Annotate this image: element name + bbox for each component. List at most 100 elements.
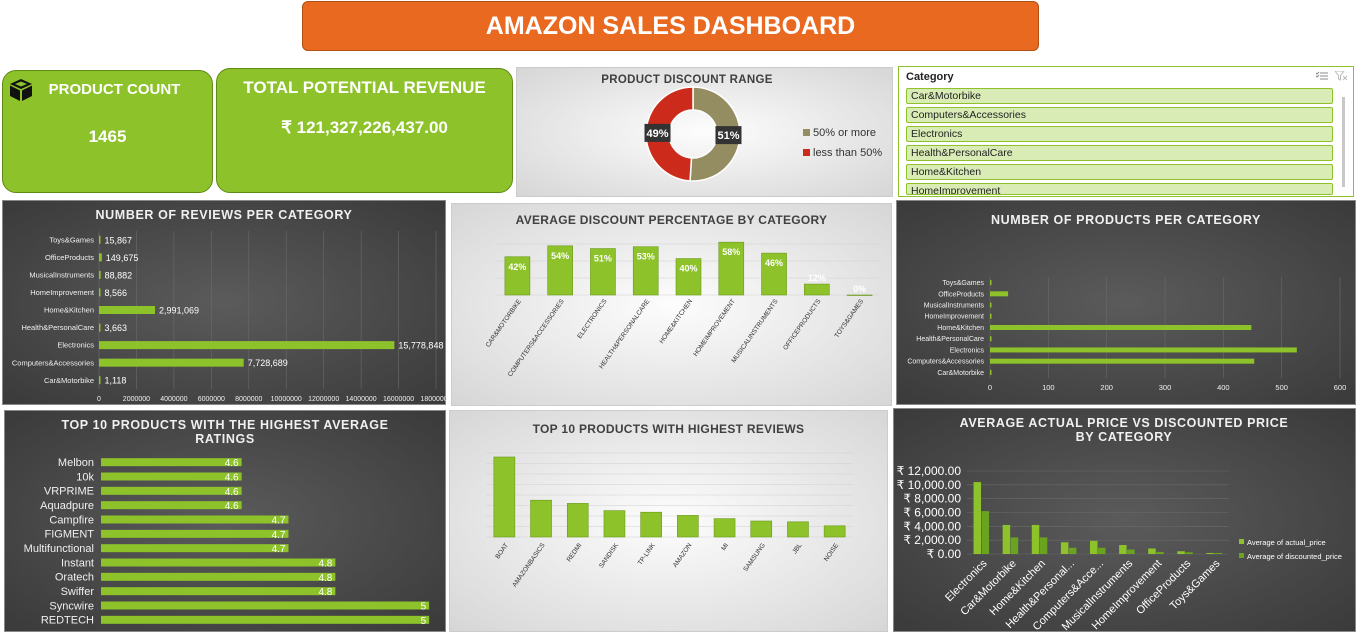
- bar: [101, 472, 242, 481]
- tick-label: ₹ 6,000.00: [903, 506, 961, 520]
- category-label: Electronics: [57, 341, 94, 350]
- reviews-per-category-panel: NUMBER OF REVIEWS PER CATEGORY Toys&Game…: [2, 200, 447, 405]
- slicer-item-electronics[interactable]: Electronics: [906, 126, 1333, 142]
- products-per-category-chart: Toys&Games OfficeProducts MusicalInstrumen…: [907, 277, 1346, 392]
- category-label: Campfire: [49, 514, 94, 526]
- tick-label: ₹ 10,000.00: [897, 478, 962, 492]
- bar: [990, 302, 992, 308]
- category-label: Toys&Games: [942, 280, 984, 287]
- product-count-card: PRODUCT COUNT 1465: [2, 70, 213, 193]
- bar: [1185, 552, 1193, 554]
- category-label: MusicalInstruments: [924, 303, 985, 310]
- tick-label: 2000000: [123, 396, 150, 403]
- category-slicer: Category Car&Motorbike Computers&Accesso…: [898, 66, 1354, 197]
- tick-label: 100: [1042, 383, 1055, 392]
- avg-discount-panel: AVERAGE DISCOUNT PERCENTAGE BY CATEGORY …: [451, 203, 892, 406]
- tick-label: ₹ 8,000.00: [903, 492, 961, 506]
- data-label: 2,991,069: [159, 306, 199, 316]
- slicer-item-home-kitchen[interactable]: Home&Kitchen: [906, 164, 1333, 180]
- bar: [504, 256, 531, 296]
- chart-title: TOP 10 PRODUCTS WITH HIGHEST REVIEWS: [532, 422, 805, 436]
- category-label: CAR&MOTORBIKE: [485, 298, 524, 349]
- bar: [1148, 548, 1156, 554]
- data-label: 40%: [679, 264, 697, 274]
- legend-entry: 50% or more: [813, 127, 876, 139]
- data-label: 3,663: [105, 323, 128, 333]
- product-count-label: PRODUCT COUNT: [48, 81, 181, 98]
- category-label: HOME&KITCHEN: [658, 298, 694, 345]
- category-label: Melbon: [58, 457, 94, 469]
- bar: [787, 521, 809, 538]
- chart-title: AVERAGE DISCOUNT PERCENTAGE BY CATEGORY: [515, 213, 828, 227]
- bar: [1031, 524, 1040, 554]
- slicer-item-health-personalcare[interactable]: Health&PersonalCare: [906, 145, 1333, 161]
- category-label: AMAZONBASICS: [511, 542, 547, 589]
- chart-title: NUMBER OF REVIEWS PER CATEGORY: [95, 208, 353, 222]
- bar: [823, 525, 846, 538]
- data-label: 51%: [594, 254, 612, 264]
- category-label: HEALTH&PERSONALCARE: [598, 298, 652, 371]
- category-label: JBL: [791, 542, 803, 556]
- bar: [101, 458, 242, 467]
- discount-range-chart: 51% 49% 50% or more less than 50%: [644, 86, 882, 182]
- category-label: Electronics: [950, 347, 985, 354]
- actual-vs-discounted-chart: ₹ 0.00₹ 2,000.00₹ 4,000.00₹ 6,000.00₹ 8,…: [897, 464, 1342, 633]
- category-label: REDMI: [566, 542, 584, 563]
- pie-slice: [645, 86, 694, 182]
- category-label: Instant: [61, 557, 94, 569]
- slicer-item-home-improvement[interactable]: HomeImprovement: [906, 183, 1333, 195]
- bar: [99, 270, 101, 279]
- bar: [493, 456, 516, 538]
- category-label: Toys&Games: [49, 235, 94, 244]
- pie-slice: [689, 86, 741, 182]
- slicer-item-car-motorbike[interactable]: Car&Motorbike: [906, 88, 1333, 104]
- slicer-scrollbar[interactable]: [1342, 97, 1345, 187]
- category-label: OfficeProducts: [45, 253, 94, 262]
- category-label: HOMEIMPROVEMENT: [692, 298, 737, 358]
- category-label: SAMSUNG: [742, 542, 767, 573]
- tick-label: 14000000: [346, 396, 377, 403]
- clear-filter-icon[interactable]: [1335, 71, 1347, 81]
- discount-range-panel: PRODUCT DISCOUNT RANGE 51% 49% 50% or more…: [516, 67, 893, 197]
- bar: [99, 323, 101, 332]
- tick-label: 10000000: [271, 396, 302, 403]
- bar: [804, 283, 830, 296]
- multi-select-icon[interactable]: [1316, 71, 1328, 81]
- bar: [1206, 552, 1214, 554]
- data-label: 4.8: [318, 559, 332, 570]
- bar: [973, 482, 982, 554]
- bar: [99, 288, 101, 297]
- legend-entry: Average of discounted_price: [1247, 552, 1342, 561]
- data-label: 49%: [647, 128, 669, 140]
- tick-label: 18000000: [420, 396, 447, 403]
- bar: [675, 258, 702, 296]
- bar: [1039, 537, 1048, 554]
- category-label: SANDISK: [598, 542, 620, 570]
- chart-title: AVERAGE ACTUAL PRICE VS DISCOUNTED PRICE…: [959, 416, 1289, 444]
- data-label: 8,566: [105, 288, 128, 298]
- tick-label: 4000000: [160, 396, 187, 403]
- data-label-box: [644, 123, 671, 142]
- category-label: OfficeProducts: [938, 291, 984, 298]
- data-label: 1,118: [105, 376, 127, 386]
- bar: [1119, 545, 1127, 554]
- data-label: 0%: [853, 284, 866, 294]
- bar: [1098, 547, 1106, 554]
- bar: [1002, 524, 1011, 554]
- reviews-per-category-chart: Toys&Games 15,867 OfficeProducts 149,675 Mus…: [12, 231, 447, 403]
- top10-ratings-chart: Melbon 4.6 10k 4.6 VRPRIME 4.6 Aquadpure 4.6 Cam…: [24, 457, 430, 627]
- data-label: 7,728,689: [248, 358, 288, 368]
- bar: [1068, 547, 1077, 554]
- tick-label: 300: [1159, 383, 1172, 392]
- products-per-category-panel: NUMBER OF PRODUCTS PER CATEGORY Toys&Gam…: [896, 200, 1356, 405]
- category-label: HomeImprovement: [924, 314, 984, 321]
- bar: [530, 499, 552, 538]
- slicer-item-computers-accessories[interactable]: Computers&Accessories: [906, 107, 1333, 123]
- bar: [101, 558, 336, 567]
- bar: [1156, 551, 1164, 554]
- box-icon: [10, 79, 32, 101]
- legend-swatch: [1239, 539, 1244, 544]
- category-label: TOYS&GAMES: [833, 298, 865, 340]
- category-label: Car&Motorbike: [937, 370, 984, 377]
- bar: [640, 511, 662, 538]
